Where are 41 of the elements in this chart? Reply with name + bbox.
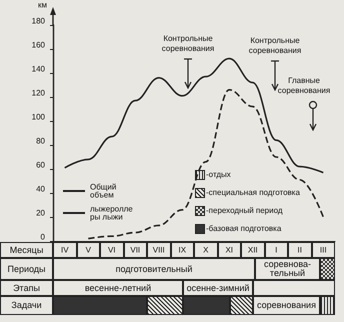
y-tick-label: 40: [36, 184, 46, 194]
text: осенне-зимний: [183, 280, 253, 296]
y-tick-label: 60: [36, 160, 46, 170]
text: подготовительный: [53, 258, 255, 280]
annotation: -специальная подготовка: [206, 188, 301, 198]
annotation: Контрольные соревнования: [160, 34, 216, 54]
x-axis-title: Месяцы: [0, 242, 53, 258]
x-tick-label: VIII: [152, 246, 165, 254]
text: Этапы: [0, 280, 53, 296]
x-tick-label: V: [86, 246, 92, 254]
annotation: Контрольные соревнования: [248, 36, 302, 56]
y-tick-label: 120: [32, 88, 46, 98]
y-tick-label: 180: [32, 16, 46, 26]
y-tick-label: 20: [36, 208, 46, 218]
x-tick-label: IV: [60, 246, 70, 254]
text: Задачи: [0, 296, 53, 315]
text: соревнова- тельный: [255, 258, 320, 280]
y-axis-title: км: [38, 0, 47, 10]
x-tick-label: III: [320, 246, 327, 254]
text: соревнования: [253, 296, 320, 315]
x-tick-label: II: [298, 246, 302, 254]
x-tick-label: XII: [248, 246, 258, 254]
x-tick-label: IX: [178, 246, 187, 254]
y-tick-label: 140: [32, 64, 46, 74]
x-tick-label: XI: [225, 246, 234, 254]
x-tick-label: VII: [130, 246, 140, 254]
y-tick-label: 80: [36, 136, 46, 146]
legend-label: Общий объем: [90, 182, 119, 200]
annotation: -отдых: [206, 170, 232, 180]
legend-label: лыжероллеры лыжи: [90, 204, 134, 222]
annotation: Главные соревнования: [276, 76, 332, 96]
x-tick-label: I: [275, 246, 278, 254]
annotation: -базовая подготовка: [206, 224, 282, 234]
text: весенне-летний: [53, 280, 183, 296]
y-tick-label: 160: [32, 40, 46, 50]
y-tick-label: 0: [40, 232, 46, 242]
text: Периоды: [0, 258, 53, 280]
y-tick-label: 100: [32, 112, 46, 122]
x-tick-label: VI: [108, 246, 116, 254]
annotation: -переходный период: [206, 206, 284, 216]
x-tick-label: X: [203, 246, 210, 254]
